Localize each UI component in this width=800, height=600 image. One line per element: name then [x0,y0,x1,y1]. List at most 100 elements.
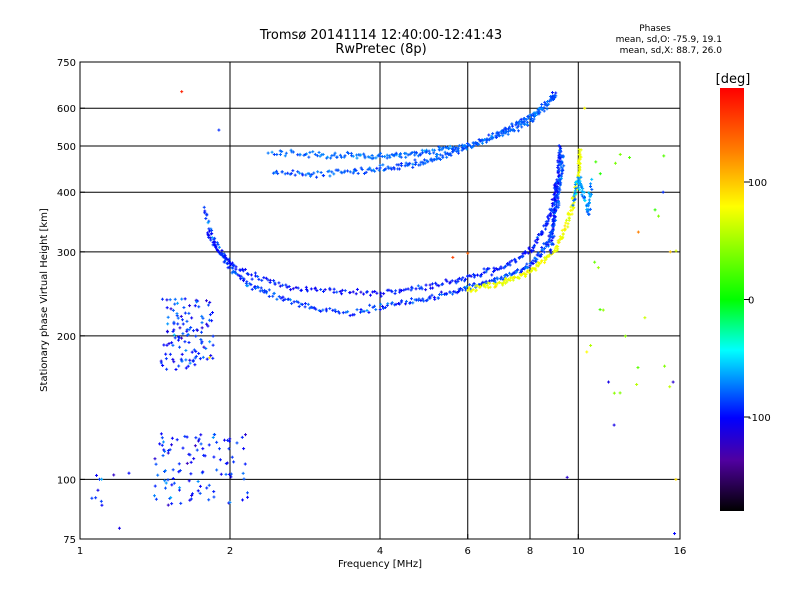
trace-point [297,305,301,309]
trace-point [447,152,451,156]
isolated-point [671,380,675,384]
trace-point [453,147,457,151]
trace-point [498,281,502,285]
x-tick-label: 4 [377,546,383,557]
cluster-point [224,472,228,476]
trace-point [250,287,254,291]
cluster-point [186,364,190,368]
trace-point [549,233,553,237]
trace-point [367,310,371,314]
trace-point [497,131,501,135]
trace-point [438,293,442,297]
trace-point [365,308,369,312]
trace-point [429,157,433,161]
cluster-point [179,501,183,505]
cluster-point [183,311,187,315]
trace-point [549,251,553,255]
trace-point [544,220,548,224]
trace-point [427,149,431,153]
trace-point [517,122,521,126]
trace-point [379,294,383,298]
trace-point [570,208,574,212]
trace-point [501,134,505,138]
cluster-point [618,152,622,156]
trace-point [573,192,577,196]
trace-point [277,281,281,285]
cluster-point [208,313,212,317]
trace-point [578,179,582,183]
trace-point [390,153,394,157]
trace-point [289,148,293,152]
isolated-point [117,526,121,530]
trace-point [517,276,521,280]
cluster-point [184,358,188,362]
trace-point [508,279,512,283]
trace-point [590,187,594,191]
trace-point [523,116,527,120]
cluster-point [166,503,170,507]
cluster-point [170,502,174,506]
trace-point [399,162,403,166]
cluster-point [170,443,174,447]
cluster-point [161,440,165,444]
cluster-point [169,307,173,311]
cluster-point [178,345,182,349]
trace-point [267,294,271,298]
trace-point [550,232,554,236]
cluster-point [180,297,184,301]
trace-point [557,176,561,180]
trace-point [289,172,293,176]
cluster-point [166,478,170,482]
trace-point [586,204,590,208]
isolated-point [607,380,611,384]
trace-point [303,305,307,309]
cluster-point [228,437,232,441]
trace-point [377,168,381,172]
cluster-point [674,249,678,253]
trace-point [575,187,579,191]
trace-point [338,290,342,294]
trace-point [441,146,445,150]
trace-point [503,265,507,269]
cluster-point [160,436,164,440]
trace-point [504,273,508,277]
trace-point [542,106,546,110]
trace-point [306,302,310,306]
trace-point [542,109,546,113]
trace-point [566,222,570,226]
trace-point [534,268,538,272]
trace-point [242,279,246,283]
trace-point [511,276,515,280]
trace-point [299,288,303,292]
trace-point [267,288,271,292]
cluster-point [197,351,201,355]
trace-point [578,165,582,169]
cluster-point [593,260,597,264]
cluster-point [189,472,193,476]
trace-point [417,297,421,301]
trace-point [549,213,553,217]
trace-point [499,277,503,281]
trace-point [556,241,560,245]
trace-point [381,306,385,310]
trace-point [287,297,291,301]
cluster-point [183,434,187,438]
trace-point [416,298,420,302]
trace-point [552,208,556,212]
trace-point [419,160,423,164]
trace-point [547,237,551,241]
trace-point [572,206,576,210]
trace-point [499,130,503,134]
trace-point [304,285,308,289]
trace-point [537,107,541,111]
trace-point [253,285,257,289]
trace-point [371,305,375,309]
trace-point [553,201,557,205]
trace-point [535,241,539,245]
trace-point [552,212,556,216]
trace-point [408,301,412,305]
trace-point [588,200,592,204]
cluster-point [187,311,191,315]
trace-point [420,148,424,152]
cluster-point [160,443,164,447]
